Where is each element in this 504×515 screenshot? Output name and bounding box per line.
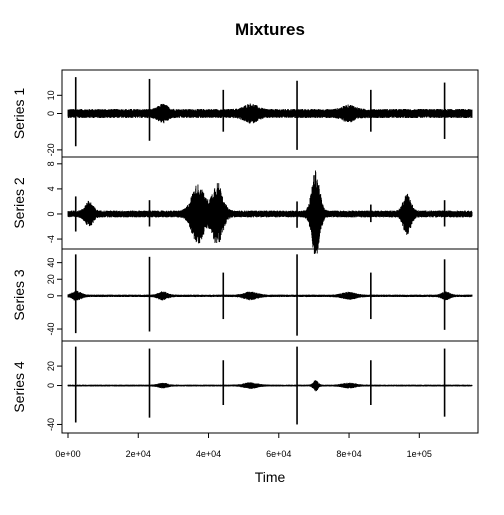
panel-2: -4 0 4 8 Series 2	[11, 156, 479, 255]
x-tick-label: 4e+04	[196, 449, 221, 459]
y-tick-label: 20	[46, 274, 56, 284]
series-label: Series 2	[11, 177, 27, 229]
y-tick-label: 10	[46, 90, 56, 100]
panel-1: -20 0 10 Series 1	[11, 69, 479, 158]
x-tick-label: 1e+05	[407, 449, 432, 459]
panel-3: -40 0 20 40 Series 3	[11, 248, 479, 342]
x-axis: 0e+00 2e+04 4e+04 6e+04 8e+04 1e+05	[55, 432, 432, 459]
y-tick-label: -40	[46, 418, 56, 431]
y-tick-label: 0	[46, 293, 56, 298]
y-tick-label: -40	[46, 323, 56, 336]
series-label: Series 3	[11, 269, 27, 321]
y-tick-label: 20	[46, 361, 56, 371]
x-tick-label: 0e+00	[55, 449, 80, 459]
y-tick-label: 4	[46, 186, 56, 191]
panel-frame	[61, 156, 479, 250]
x-tick-label: 8e+04	[336, 449, 361, 459]
series-trace	[67, 170, 473, 255]
y-tick-label: -20	[46, 143, 56, 156]
panel-4: -40 0 20 Series 4	[11, 340, 479, 434]
y-tick-label: 0	[46, 383, 56, 388]
y-tick-label: 8	[46, 161, 56, 166]
chart-title: Mixtures	[235, 20, 305, 39]
series-label: Series 4	[11, 361, 27, 413]
y-tick-label: 0	[46, 111, 56, 116]
x-tick-label: 6e+04	[266, 449, 291, 459]
y-tick-label: 40	[46, 258, 56, 268]
x-tick-label: 2e+04	[126, 449, 151, 459]
y-tick-label: -4	[46, 235, 56, 243]
y-tick-label: 0	[46, 211, 56, 216]
x-axis-label: Time	[255, 469, 286, 485]
panel-frame	[61, 340, 479, 434]
series-label: Series 1	[11, 88, 27, 140]
